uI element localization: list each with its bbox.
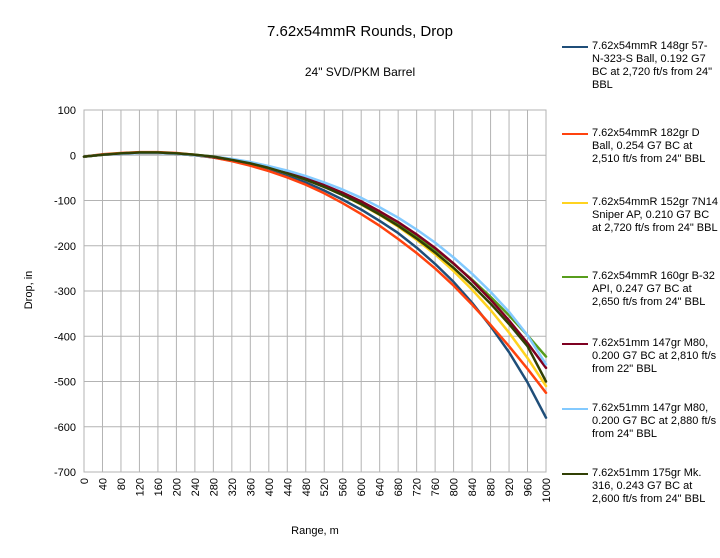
y-tick-label: -500 xyxy=(54,377,76,389)
series-lines xyxy=(82,150,548,419)
legend-label: 7.62x54mmR 160gr B-32 API, 0.247 G7 BC a… xyxy=(592,270,715,308)
x-tick-label: 880 xyxy=(486,478,498,496)
x-tick-label: 240 xyxy=(190,478,202,496)
x-tick-label: 480 xyxy=(301,478,313,496)
x-tick-label: 560 xyxy=(338,478,350,496)
x-tick-label: 960 xyxy=(523,478,535,496)
x-tick-label: 640 xyxy=(375,478,387,496)
legend-item: 7.62x54mmR 160gr B-32 API, 0.247 G7 BC a… xyxy=(560,270,718,309)
legend-swatch xyxy=(562,408,588,410)
legend-swatch xyxy=(562,276,588,278)
chart-canvas: 7.62x54mmR Rounds, Drop 24" SVD/PKM Barr… xyxy=(23,23,553,537)
legend-item: 7.62x51mm 147gr M80, 0.200 G7 BC at 2,81… xyxy=(560,337,718,376)
x-tick-label: 920 xyxy=(504,478,516,496)
legend-item: 7.62x51mm 175gr Mk. 316, 0.243 G7 BC at … xyxy=(560,467,718,506)
legend-item: 7.62x54mmR 182gr D Ball, 0.254 G7 BC at … xyxy=(560,127,718,166)
legend-item: 7.62x54mmR 148gr 57-N-323-S Ball, 0.192 … xyxy=(560,40,718,92)
x-tick-label: 680 xyxy=(393,478,405,496)
y-tick-label: 100 xyxy=(58,105,76,117)
x-axis-label: Range, m xyxy=(291,525,339,537)
grid xyxy=(83,109,547,473)
legend-label: 7.62x51mm 147gr M80, 0.200 G7 BC at 2,81… xyxy=(592,337,717,375)
legend-label: 7.62x54mmR 148gr 57-N-323-S Ball, 0.192 … xyxy=(592,40,713,91)
x-tick-label: 40 xyxy=(97,478,109,490)
legend-label: 7.62x51mm 175gr Mk. 316, 0.243 G7 BC at … xyxy=(592,467,706,505)
x-tick-label: 1000 xyxy=(541,478,553,502)
x-tick-label: 440 xyxy=(282,478,294,496)
legend-swatch xyxy=(562,133,588,135)
x-tick-label: 520 xyxy=(319,478,331,496)
legend-swatch xyxy=(562,343,588,345)
legend-item: 7.62x51mm 147gr M80, 0.200 G7 BC at 2,88… xyxy=(560,402,718,441)
legend-item: 7.62x54mmR 152gr 7N14 Sniper AP, 0.210 G… xyxy=(560,196,718,235)
y-axis-label: Drop, in xyxy=(23,271,35,310)
x-tick-label: 800 xyxy=(449,478,461,496)
series-line-7 xyxy=(82,151,548,383)
y-tick-label: 0 xyxy=(70,150,76,162)
plot-border xyxy=(83,109,547,473)
x-tick-label: 600 xyxy=(356,478,368,496)
legend-label: 7.62x51mm 147gr M80, 0.200 G7 BC at 2,88… xyxy=(592,402,717,440)
legend-label: 7.62x54mmR 152gr 7N14 Sniper AP, 0.210 G… xyxy=(592,196,718,234)
x-tick-label: 280 xyxy=(208,478,220,496)
chart-subtitle: 24" SVD/PKM Barrel xyxy=(305,65,415,79)
y-tick-label: -100 xyxy=(54,196,76,208)
x-tick-label: 840 xyxy=(467,478,479,496)
x-tick-label: 360 xyxy=(245,478,257,496)
y-tick-label: -300 xyxy=(54,286,76,298)
chart-title: 7.62x54mmR Rounds, Drop xyxy=(267,23,453,40)
x-tick-label: 0 xyxy=(79,478,91,484)
x-tick-label: 80 xyxy=(116,478,128,490)
x-tick-label: 120 xyxy=(134,478,146,496)
legend-swatch xyxy=(562,202,588,204)
x-tick-label: 400 xyxy=(264,478,276,496)
y-tick-label: -600 xyxy=(54,422,76,434)
x-tick-label: 720 xyxy=(412,478,424,496)
legend-swatch xyxy=(562,473,588,475)
y-tick-label: -700 xyxy=(54,467,76,479)
y-tick-label: -400 xyxy=(54,331,76,343)
x-tick-label: 760 xyxy=(430,478,442,496)
x-tick-label: 200 xyxy=(171,478,183,496)
y-tick-label: -200 xyxy=(54,241,76,253)
x-tick-label: 320 xyxy=(227,478,239,496)
series-line-2 xyxy=(82,150,548,395)
x-tick-label: 160 xyxy=(153,478,165,496)
legend-swatch xyxy=(562,46,588,48)
legend-label: 7.62x54mmR 182gr D Ball, 0.254 G7 BC at … xyxy=(592,127,706,165)
series-line-6 xyxy=(82,151,548,366)
